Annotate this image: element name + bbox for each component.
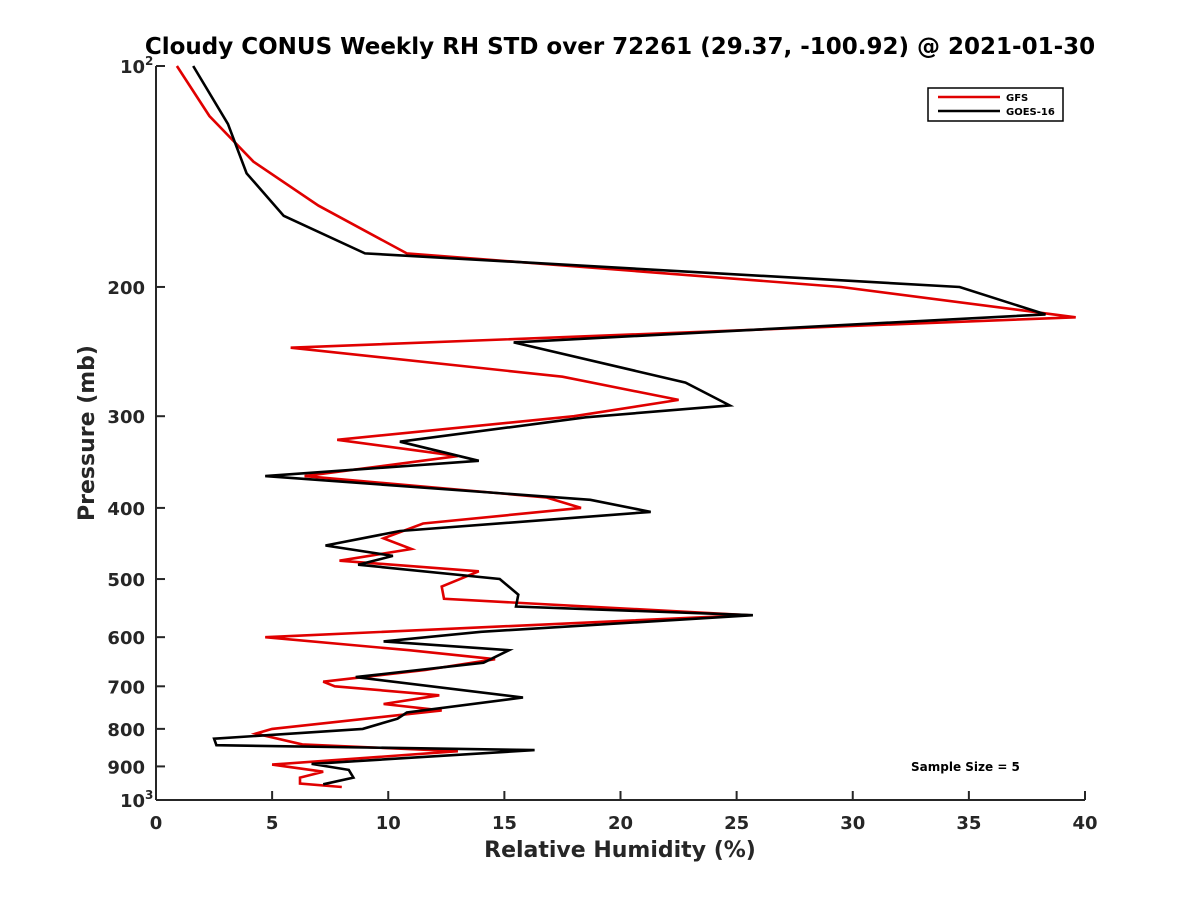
x-tick-label: 25 [724,813,749,834]
y-tick-label: 300 [107,407,145,428]
y-tick-label: 10 [120,791,145,812]
x-ticks: 0 5 10 15 20 25 30 35 40 [150,791,1098,834]
y-tick-label: 900 [107,757,145,778]
sample-size-annotation: Sample Size = 5 [911,760,1020,774]
y-axis-label: Pressure (mb) [75,345,100,521]
x-tick-label: 0 [150,813,163,834]
y-tick-label: 400 [107,499,145,520]
legend-label-gfs: GFS [1006,93,1028,104]
x-axis-label: Relative Humidity (%) [484,838,756,863]
x-tick-label: 5 [266,813,279,834]
series-layer [175,65,1076,789]
legend-box [927,87,1064,122]
series-line-goes-16 [192,65,1046,786]
y-tick-label: 10 [120,57,145,78]
x-tick-label: 20 [608,813,633,834]
x-tick-label: 10 [376,813,401,834]
plot-area: 0 5 10 15 20 25 30 35 40 10 220030040050060070080… [107,54,1097,834]
y-tick-exponent: 2 [145,54,153,68]
legend-label-goes-16: GOES-16 [1006,107,1055,118]
x-tick-label: 15 [492,813,517,834]
legend: GFS GOES-16 [927,87,1064,122]
x-tick-label: 30 [840,813,865,834]
y-tick-label: 600 [107,628,145,649]
chart-title: Cloudy CONUS Weekly RH STD over 72261 (2… [145,34,1095,60]
y-tick-label: 800 [107,720,145,741]
y-tick-exponent: 3 [145,788,153,802]
y-tick-label: 700 [107,677,145,698]
y-tick-label: 500 [107,570,145,591]
x-tick-label: 40 [1072,813,1097,834]
x-tick-label: 35 [956,813,981,834]
y-tick-label: 200 [107,278,145,299]
